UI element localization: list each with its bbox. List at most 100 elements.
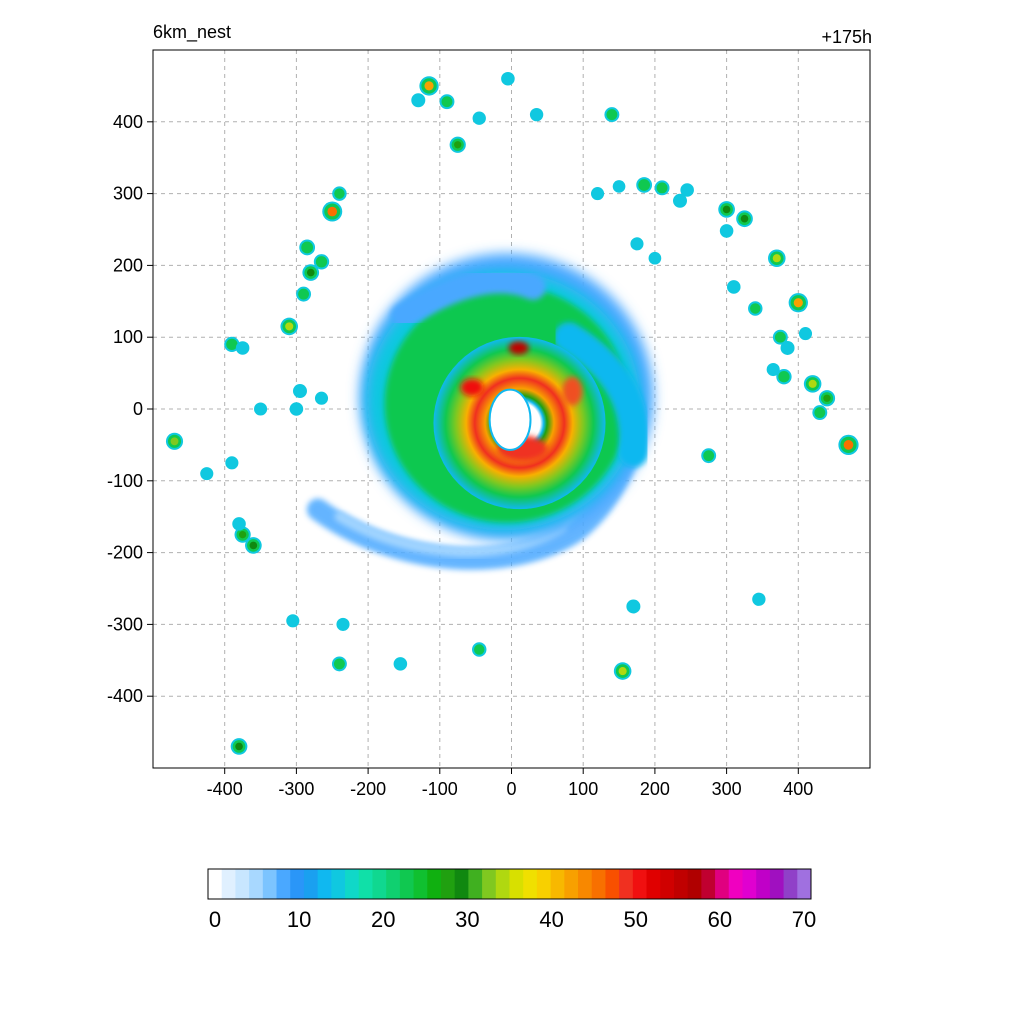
cell-9-mid [334,188,345,199]
cell-27 [613,662,632,680]
cell-19 [200,467,214,481]
y-tick-label-0: 400 [113,112,143,132]
colorbar-frame [207,868,812,900]
cell-35-core [722,205,731,214]
cell-3 [449,136,466,153]
cell-42-mid [774,331,786,343]
cell-38 [768,249,786,267]
cell-26 [472,642,487,657]
cell-31-mid [638,179,651,191]
cell-12-mid [315,256,328,268]
cell-47 [812,405,828,421]
cell-29-mid [703,450,715,462]
cell-8-core [327,206,338,217]
cell-33-outer [672,193,687,208]
cell-5 [529,107,544,122]
x-tick-label-8: 400 [783,779,813,799]
cell-29 [701,448,717,464]
colorbar-swatch-26 [564,869,579,899]
eyewall-max-east [562,376,583,406]
scattered-cells [165,71,859,755]
cell-3-core [454,141,462,149]
colorbar-swatch-5 [276,869,291,899]
storm-eye [488,388,532,451]
colorbar-swatch-34 [673,869,689,899]
cell-60-outer [612,180,626,193]
colorbar: 0 10 20 30 40 50 60 70 [207,868,816,932]
cell-20-core [238,530,247,539]
cell-58 [648,251,662,265]
colorbar-swatch-14 [399,869,415,899]
colorbar-label-5: 50 [623,907,647,932]
x-tick-label-0: -400 [207,779,243,799]
colorbar-swatch-41 [769,869,785,899]
cell-53-outer [292,384,307,399]
cell-34-outer [680,183,694,197]
colorbar-swatch-11 [358,869,373,899]
x-tick-label-6: 200 [640,779,670,799]
cell-22 [232,517,246,531]
colorbar-label-6: 60 [708,907,732,932]
colorbar-swatch-30 [619,869,634,899]
cell-33 [672,193,687,208]
cell-55-outer [253,402,268,416]
cell-25 [393,657,408,671]
cell-21 [245,537,262,554]
y-tick-label-7: -300 [107,614,143,634]
y-tick-label-3: 100 [113,327,143,347]
cell-32 [654,180,670,196]
colorbar-swatch-19 [468,869,483,899]
cell-50 [798,327,813,341]
cell-13 [296,286,312,302]
cell-26-mid [474,644,485,655]
cell-1-mid [441,96,453,108]
cell-15 [224,336,240,353]
cell-49 [766,362,780,377]
cell-43 [780,340,795,355]
colorbar-swatch-12 [372,869,387,899]
colorbar-swatch-6 [290,869,305,899]
cell-59 [590,187,605,201]
cell-46-core [823,394,831,402]
cell-12 [313,254,330,270]
cell-40 [726,280,741,294]
x-tick-label-5: 100 [568,779,598,799]
colorbar-swatch-32 [646,869,661,899]
colorbar-swatch-15 [413,869,428,899]
colorbar-swatch-10 [345,869,360,899]
cell-25-outer [393,657,408,671]
cell-28-outer [626,599,641,614]
cell-19-outer [200,467,214,481]
cell-37 [719,224,734,238]
cell-30-outer [752,592,766,606]
colorbar-swatch-18 [454,869,469,899]
y-tick-label-8: -400 [107,686,143,706]
colorbar-swatch-23 [523,869,538,899]
cell-5-outer [529,107,544,122]
cell-56-outer [314,391,329,405]
cell-24-mid [333,658,345,670]
cell-32-mid [656,182,668,194]
colorbar-swatch-37 [715,869,730,899]
cell-54 [289,402,304,416]
cell-39-core [793,298,803,308]
cell-10 [299,239,316,256]
cell-10-mid [301,241,314,254]
cell-41-mid [750,303,761,314]
cell-18 [225,456,239,470]
colorbar-swatch-7 [303,869,319,899]
cell-2 [411,93,426,108]
cell-54-outer [289,402,304,416]
cell-52-outer [286,614,300,628]
storm-field [306,253,654,570]
cell-27-core [618,667,627,676]
colorbar-swatch-31 [632,869,648,899]
cell-48-core [843,440,854,450]
y-tick-label-4: 0 [133,399,143,419]
cell-48 [838,434,859,456]
colorbar-swatch-42 [783,869,798,899]
cell-11 [302,264,320,281]
colorbar-label-2: 20 [371,907,395,932]
